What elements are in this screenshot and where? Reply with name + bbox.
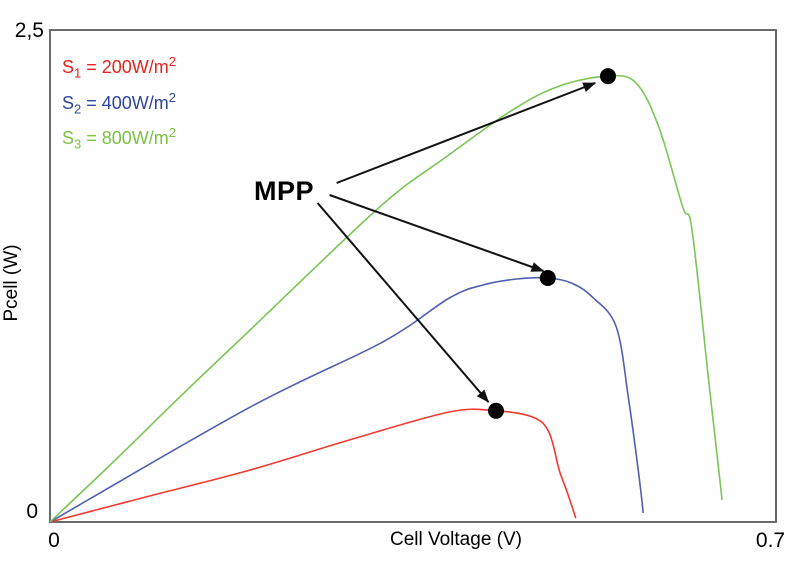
legend-item-800wm2: S3 = 800W/m2 xyxy=(62,121,176,157)
mpp-dot-200wm2 xyxy=(488,402,504,419)
mpp-arrow-2 xyxy=(329,194,545,272)
curve-200wm2 xyxy=(49,408,577,523)
curve-400wm2 xyxy=(49,276,644,523)
legend-item-text: S2 = 400W/m2 xyxy=(62,89,177,117)
mpp-dot-400wm2 xyxy=(539,270,556,286)
legend-item-text: S1 = 200W/m2 xyxy=(62,54,177,81)
mpp-annotation-label: MPP xyxy=(254,176,315,206)
mpp-arrow-1 xyxy=(336,82,597,184)
legend: S1 = 200W/m2 S2 = 400W/m2 S3 = 800W/m2 xyxy=(62,50,176,157)
mpp-dot-800wm2 xyxy=(600,68,616,85)
y-axis-title: Pcell (W) xyxy=(1,244,22,322)
x-axis-zero-tick: 0 xyxy=(48,529,60,552)
y-axis-zero-tick: 0 xyxy=(26,500,38,523)
mpp-arrows-layer xyxy=(316,82,597,403)
curve-800wm2 xyxy=(49,74,723,523)
y-axis-max-tick: 2,5 xyxy=(14,19,44,42)
legend-item-200wm2: S1 = 200W/m2 xyxy=(62,50,176,86)
mpp-arrow-3 xyxy=(316,202,490,403)
plot-border xyxy=(49,29,777,523)
curves-layer xyxy=(49,74,723,523)
mpp-dots-layer xyxy=(488,68,616,419)
x-axis-title: Cell Voltage (V) xyxy=(389,529,522,550)
x-axis-max-tick: 0.7 xyxy=(755,529,786,552)
legend-item-text: S3 = 800W/m2 xyxy=(62,125,177,152)
legend-item-400wm2: S2 = 400W/m2 xyxy=(62,86,176,122)
